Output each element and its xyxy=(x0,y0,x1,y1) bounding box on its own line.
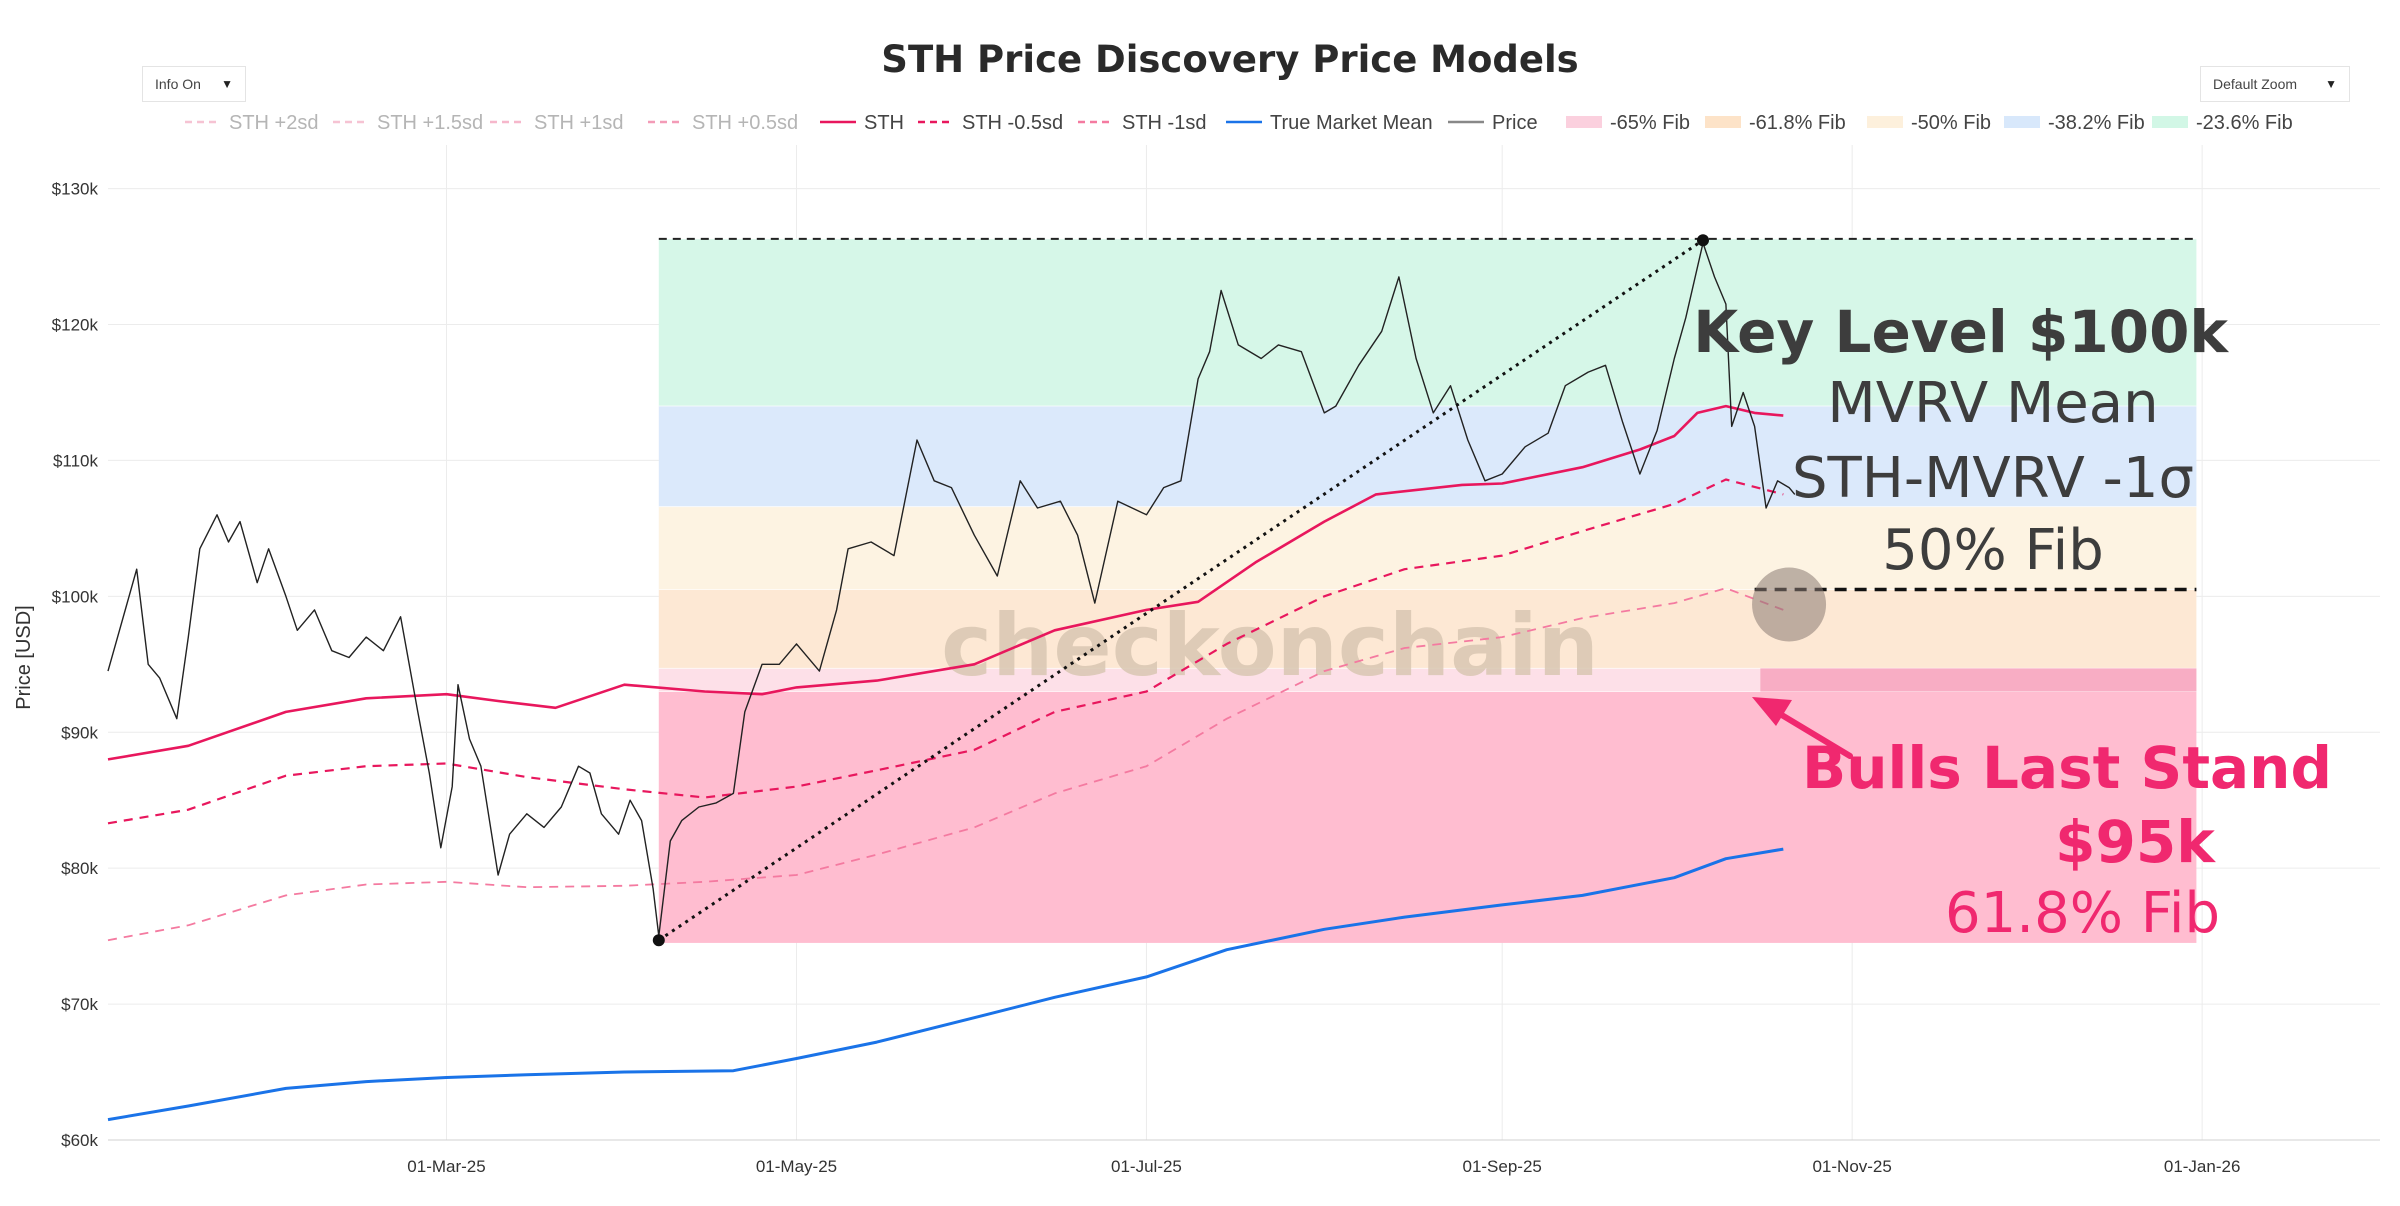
legend-label: STH +1.5sd xyxy=(377,112,483,134)
legend-item--23-6-fib[interactable]: -23.6% Fib xyxy=(2152,112,2293,134)
x-tick-label: 01-Nov-25 xyxy=(1812,1157,1891,1176)
fib-zones xyxy=(658,238,2197,943)
bulls-highlight-strip xyxy=(1760,668,2197,692)
legend-item--65-fib[interactable]: -65% Fib xyxy=(1566,112,1690,134)
y-tick-label: $70k xyxy=(61,995,98,1014)
legend-item-sth-2sd[interactable]: STH +2sd xyxy=(185,112,318,134)
legend-item--50-fib[interactable]: -50% Fib xyxy=(1867,112,1991,134)
legend-swatch xyxy=(2004,116,2040,128)
series-line-sth xyxy=(107,404,1784,761)
legend-label: Price xyxy=(1492,112,1538,134)
legend-label: -61.8% Fib xyxy=(1749,112,1846,134)
legend[interactable]: STH +2sd STH +1.5sd STH +1sd STH +0.5sd STH S… xyxy=(185,112,2293,134)
legend-item-sth-0-5sd[interactable]: STH +0.5sd xyxy=(648,112,798,134)
legend-label: True Market Mean xyxy=(1270,112,1433,134)
series-line-true-market-mean xyxy=(107,847,1784,1122)
legend-item-price[interactable]: Price xyxy=(1448,112,1538,134)
zoom-select-dropdown[interactable]: Default Zoom ▼ xyxy=(2200,66,2350,102)
annotations: Key Level $100k MVRV Mean STH-MVRV -1σ 5… xyxy=(1693,298,2332,946)
x-tick-label: 01-Mar-25 xyxy=(407,1157,485,1176)
trend-end-point xyxy=(1696,234,1709,247)
key-level-line-sth-mvrv: STH-MVRV -1σ xyxy=(1792,446,2194,511)
series-line-price xyxy=(107,242,1796,937)
legend-label: STH -0.5sd xyxy=(962,112,1063,134)
key-level-title: Key Level $100k xyxy=(1693,298,2229,366)
x-tick-label: 01-Sep-25 xyxy=(1462,1157,1541,1176)
y-tick-label: $90k xyxy=(61,723,98,742)
legend-label: STH +2sd xyxy=(229,112,318,134)
legend-item--38-2-fib[interactable]: -38.2% Fib xyxy=(2004,112,2145,134)
legend-swatch xyxy=(1566,116,1602,128)
legend-swatch xyxy=(2152,116,2188,128)
fib-zone-band xyxy=(658,589,2197,669)
series-line-sth-1sd xyxy=(107,587,1784,942)
trend-dotted-line xyxy=(657,238,1704,942)
info-toggle-label: Info On xyxy=(155,76,201,92)
bulls-last-stand-title: Bulls Last Stand xyxy=(1802,734,2332,802)
y-tick-label: $100k xyxy=(52,587,99,606)
legend-label: -23.6% Fib xyxy=(2196,112,2293,134)
x-tick-label: 01-Jan-26 xyxy=(2164,1157,2241,1176)
arrow-shaft xyxy=(1767,705,1853,759)
legend-label: STH +0.5sd xyxy=(692,112,798,134)
chevron-down-icon: ▼ xyxy=(2325,77,2337,91)
watermark: checkonchain xyxy=(941,596,1599,696)
legend-item-sth-1-5sd[interactable]: STH +1.5sd xyxy=(333,112,483,134)
x-tick-label: 01-Jul-25 xyxy=(1111,1157,1182,1176)
chart-title: STH Price Discovery Price Models xyxy=(881,38,1578,81)
legend-item-true-market-mean[interactable]: True Market Mean xyxy=(1226,112,1433,134)
y-tick-label: $60k xyxy=(61,1131,98,1150)
legend-item--61-8-fib[interactable]: -61.8% Fib xyxy=(1705,112,1846,134)
legend-label: STH -1sd xyxy=(1122,112,1206,134)
fib-zone-band xyxy=(658,238,2197,407)
key-level-line-mvrv-mean: MVRV Mean xyxy=(1827,371,2158,436)
series-line-sth-0-5sd xyxy=(107,478,1784,825)
legend-swatch xyxy=(1705,116,1741,128)
overlays xyxy=(652,234,2197,947)
zoom-select-label: Default Zoom xyxy=(2213,76,2298,92)
y-tick-label: $110k xyxy=(53,451,99,470)
legend-label: -65% Fib xyxy=(1610,112,1690,134)
bulls-arrow-icon xyxy=(1752,697,1853,759)
bulls-last-stand-value: $95k xyxy=(2055,808,2216,876)
legend-swatch xyxy=(1867,116,1903,128)
info-toggle-dropdown[interactable]: Info On ▼ xyxy=(142,66,246,102)
y-axis-label: Price [USD] xyxy=(13,605,35,709)
key-level-marker-circle xyxy=(1752,567,1827,642)
y-tick-label: $80k xyxy=(61,859,98,878)
fib-zone-band xyxy=(658,691,2197,943)
trend-start-point xyxy=(652,934,665,947)
legend-item-sth-0-5sd[interactable]: STH -0.5sd xyxy=(918,112,1063,134)
legend-label: -38.2% Fib xyxy=(2048,112,2145,134)
x-tick-label: 01-May-25 xyxy=(756,1157,837,1176)
legend-label: -50% Fib xyxy=(1911,112,1991,134)
y-tick-label: $120k xyxy=(52,316,99,335)
legend-item-sth-1sd[interactable]: STH -1sd xyxy=(1078,112,1206,134)
legend-item-sth[interactable]: STH xyxy=(820,112,904,134)
chevron-down-icon: ▼ xyxy=(221,77,233,91)
key-level-line-fib: 50% Fib xyxy=(1882,518,2104,583)
legend-label: STH +1sd xyxy=(534,112,623,134)
legend-item-sth-1sd[interactable]: STH +1sd xyxy=(490,112,623,134)
fib-zone-band xyxy=(658,506,2197,590)
bulls-last-stand-fib: 61.8% Fib xyxy=(1945,881,2220,946)
arrow-head xyxy=(1752,697,1792,726)
series-lines xyxy=(107,242,1796,1122)
legend-label: STH xyxy=(864,112,904,134)
axes: $60k $70k $80k $90k $100k $110k $120k $130k 01-M… xyxy=(13,180,2380,1176)
y-tick-label: $130k xyxy=(52,180,99,199)
